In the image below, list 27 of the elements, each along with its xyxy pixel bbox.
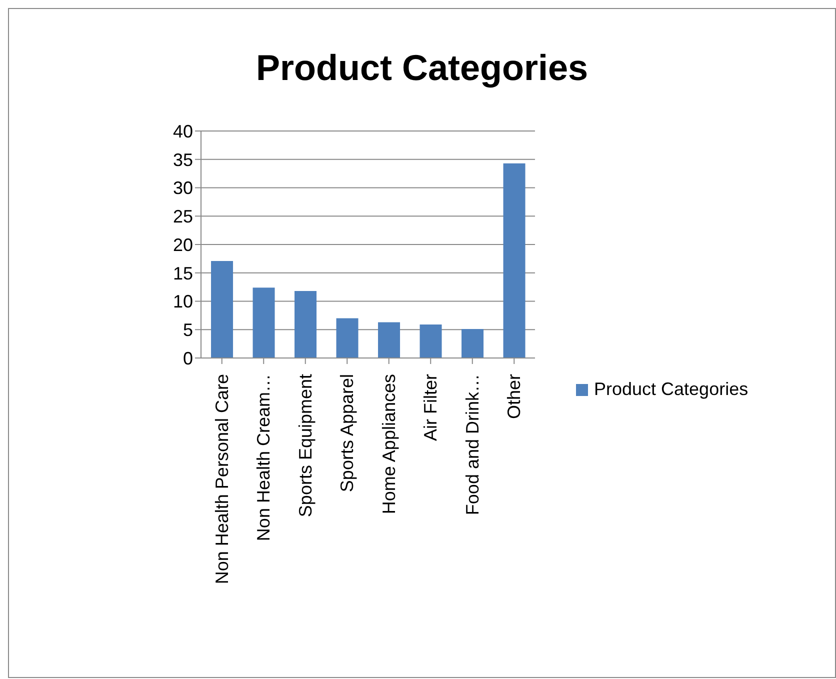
- y-tick-label: 5: [182, 320, 193, 340]
- bar: [294, 291, 317, 358]
- bar: [252, 288, 275, 358]
- y-tick-label: 0: [182, 348, 193, 368]
- y-tick-label: 20: [172, 234, 193, 255]
- y-tick-label: 30: [172, 178, 193, 198]
- y-tick-label: 40: [172, 121, 193, 142]
- x-tick-label: Home Appliances: [378, 374, 399, 514]
- y-tick-label: 10: [172, 292, 193, 312]
- x-tick-label: Sports Apparel: [337, 374, 358, 492]
- bar: [462, 329, 484, 358]
- legend-label: Product Categories: [594, 379, 748, 400]
- x-tick-label: Sports Equipment: [295, 374, 316, 518]
- bar: [378, 322, 400, 358]
- bar: [503, 163, 526, 358]
- x-tick-label: Non Health Cream…: [254, 374, 274, 542]
- y-tick-label: 25: [172, 206, 193, 227]
- bar: [211, 260, 234, 358]
- bar: [336, 318, 358, 358]
- x-tick-label: Air Filter: [420, 374, 441, 441]
- y-tick-label: 35: [172, 150, 193, 170]
- x-tick-label: Food and Drink…: [462, 374, 482, 516]
- x-tick-label: Other: [504, 374, 524, 420]
- chart-title: Product Categories: [254, 47, 590, 89]
- x-tick-label: Non Health Personal Care: [212, 374, 232, 584]
- y-tick-label: 15: [172, 263, 193, 284]
- bar: [420, 324, 442, 358]
